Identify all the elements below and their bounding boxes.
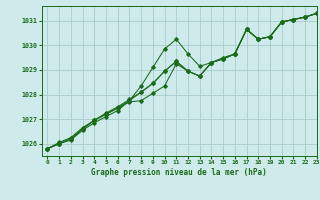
X-axis label: Graphe pression niveau de la mer (hPa): Graphe pression niveau de la mer (hPa) (91, 168, 267, 177)
